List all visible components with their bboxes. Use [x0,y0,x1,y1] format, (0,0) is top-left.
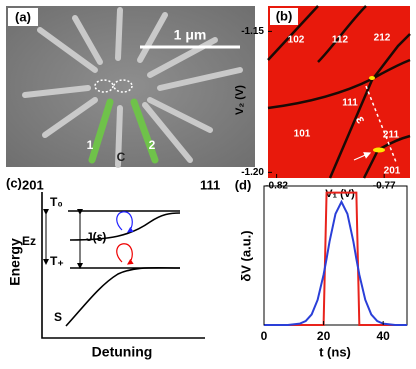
state-label: 201 [22,177,44,192]
gate-label: C [117,150,126,164]
arrow [353,152,372,161]
panel-label: (c) [6,175,22,190]
panel-a: 1 μm (a) 1 C 2 [6,6,255,168]
panel-label: (a) [15,9,31,24]
region-label: 201 [384,166,401,177]
splitting-label: Ez [22,234,36,248]
label-box [230,177,256,194]
series-line [264,191,407,326]
region-label: 212 [374,33,391,44]
label-box [8,8,38,26]
state-label: 111 [200,177,220,192]
transition-arrow [116,243,134,265]
label-box [270,8,298,25]
series-line [264,199,407,326]
electrodes [22,7,243,168]
panel-c [41,192,205,339]
gate-1 [88,98,114,164]
hotspot [369,76,375,80]
detuning-axis [365,85,397,163]
x-tick-label: 0 [261,329,268,343]
transition-line [267,58,411,110]
scale-bar-label: 1 μm [174,27,207,43]
coupling-label: J(ε) [86,230,106,244]
dot-outline [113,79,133,93]
region-label: 112 [332,35,349,46]
y-axis-label: V₂ (V) [234,85,246,115]
dot-outline [94,79,114,93]
gate-2 [130,98,159,164]
panel-c-text: (c) 201 111 T₀ T₊ S Ez J(ε) Energy Detun… [6,175,220,359]
transition-line [267,5,319,61]
region-label: 111 [342,98,358,109]
transition-arrow [116,211,134,233]
panel-d: 0 20 40 (d) t (ns) δV (a.u.) [230,177,408,359]
level-s [65,266,181,327]
x-axis-label: t (ns) [319,344,351,359]
region-label: 102 [288,35,305,46]
y-axis-label: Energy [7,238,23,286]
level-label: T₊ [50,254,64,268]
hotspot [373,147,385,153]
y-tick-label: -1.15 [241,26,264,37]
panel-label: (b) [276,8,293,23]
x-axis-label: V₁ (V) [325,188,355,200]
axes [41,192,205,339]
y-tick-label: -1.20 [241,167,264,178]
panel-label: (d) [235,177,252,192]
plot-frame [263,185,408,326]
x-tick-label: 40 [376,329,390,343]
region-label: 211 [383,130,400,141]
transition-line [317,5,367,63]
region-label: 101 [294,129,311,140]
gate-label: 1 [87,138,94,152]
x-tick-label: 20 [317,329,331,343]
transition-line [371,33,411,81]
level-label: T₀ [50,195,63,209]
y-axis-label: δV (a.u.) [238,230,253,281]
transition-line [362,149,380,179]
gate-label: 2 [149,138,156,152]
level-curve [69,212,181,241]
level-label: S [54,310,62,324]
transition-line [328,79,374,179]
x-axis-label: Detuning [92,344,153,360]
